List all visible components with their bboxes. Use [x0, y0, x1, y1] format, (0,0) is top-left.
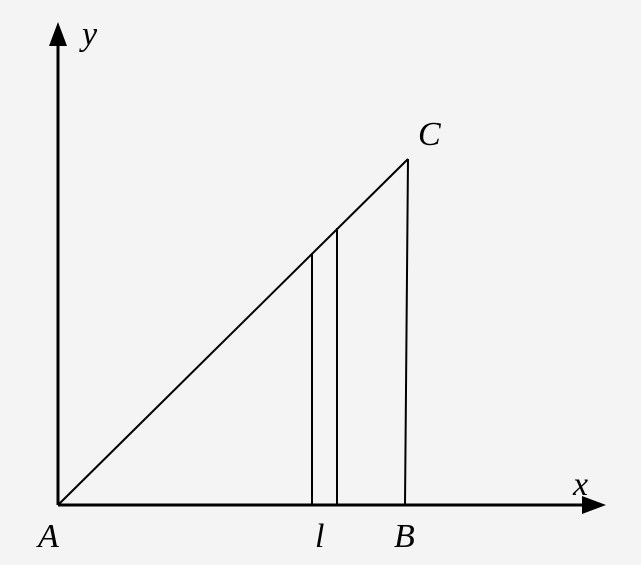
- label-l: l: [315, 520, 324, 554]
- label-x: x: [573, 468, 588, 502]
- diagram-stage: A B C l x y: [0, 0, 641, 565]
- label-A: A: [38, 520, 59, 554]
- diagram-svg: [0, 0, 641, 565]
- label-y: y: [82, 18, 97, 52]
- label-B: B: [394, 520, 415, 554]
- label-C: C: [418, 118, 441, 152]
